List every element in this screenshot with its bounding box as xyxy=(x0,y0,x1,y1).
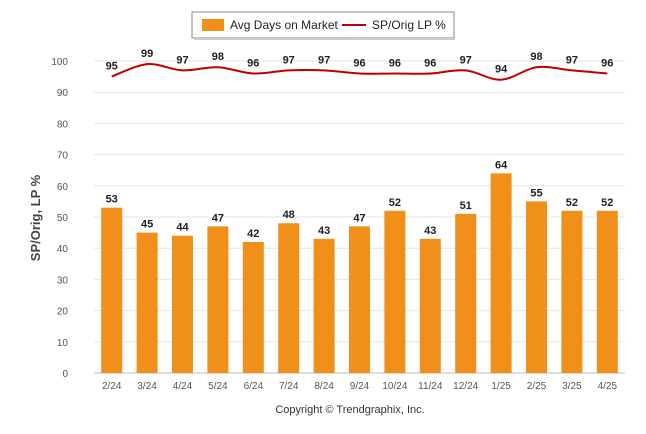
line-value-label: 98 xyxy=(212,51,224,63)
legend-swatch-bar xyxy=(202,19,224,31)
bar-value-label: 43 xyxy=(318,225,330,237)
copyright-text: Copyright © Trendgraphix, Inc. xyxy=(275,404,424,416)
y-tick-label: 0 xyxy=(62,369,68,380)
y-tick-label: 70 xyxy=(57,151,69,162)
y-tick-label: 30 xyxy=(57,275,69,286)
bar-value-label: 52 xyxy=(389,197,401,209)
y-axis-title: SP/Orig, LP % xyxy=(28,174,43,261)
x-axis-ticks: 2/24 3/24 4/24 5/24 6/24 7/24 8/24 9/24 10/24 11/… xyxy=(102,381,618,392)
bar-value-label: 45 xyxy=(141,219,153,231)
x-tick-label: 1/25 xyxy=(491,381,511,392)
x-tick-label: 7/24 xyxy=(279,381,299,392)
bar xyxy=(596,210,618,373)
x-tick-label: 4/24 xyxy=(173,381,193,392)
y-tick-label: 50 xyxy=(57,213,69,224)
bar-value-label: 64 xyxy=(495,159,508,171)
legend-label-line: SP/Orig LP % xyxy=(372,18,446,32)
x-tick-label: 2/25 xyxy=(527,381,547,392)
line-value-label: 98 xyxy=(530,51,542,63)
bar xyxy=(526,201,547,373)
y-tick-label: 10 xyxy=(57,338,69,349)
bar-value-label: 52 xyxy=(566,197,578,209)
bar xyxy=(242,241,264,373)
y-axis-ticks: 0 10 20 30 40 50 60 70 80 90 100 xyxy=(51,57,68,380)
x-tick-label: 10/24 xyxy=(382,381,407,392)
line-value-label: 94 xyxy=(495,64,508,76)
line-value-label: 95 xyxy=(106,61,118,73)
bar-value-label: 43 xyxy=(424,225,436,237)
y-tick-label: 100 xyxy=(51,57,68,68)
bar-value-label: 42 xyxy=(247,228,259,240)
bar xyxy=(136,232,158,373)
x-tick-label: 3/24 xyxy=(137,381,157,392)
y-tick-label: 90 xyxy=(57,88,69,99)
x-tick-label: 3/25 xyxy=(562,381,582,392)
bar-value-label: 47 xyxy=(353,212,365,224)
x-tick-label: 2/24 xyxy=(102,381,122,392)
x-tick-label: 6/24 xyxy=(244,381,264,392)
line-value-labels: 95 99 97 98 96 97 97 96 96 96 97 94 98 97 96 xyxy=(106,48,614,76)
x-tick-label: 11/24 xyxy=(418,381,443,392)
bar xyxy=(384,210,406,373)
bar-value-label: 47 xyxy=(212,212,224,224)
x-tick-label: 8/24 xyxy=(314,381,334,392)
bar-value-label: 53 xyxy=(106,194,118,206)
line-value-label: 96 xyxy=(424,57,436,69)
bar xyxy=(207,226,229,373)
bar xyxy=(313,238,335,373)
x-tick-label: 5/24 xyxy=(208,381,228,392)
bar-value-label: 48 xyxy=(283,209,295,221)
bar-value-label: 55 xyxy=(530,187,542,199)
y-tick-label: 40 xyxy=(57,244,69,255)
legend-label-bar: Avg Days on Market xyxy=(230,18,338,32)
bar xyxy=(349,226,370,373)
line-value-label: 96 xyxy=(353,57,365,69)
bar xyxy=(455,213,477,373)
line-value-label: 97 xyxy=(283,54,295,66)
y-tick-label: 80 xyxy=(57,119,69,130)
line-value-label: 97 xyxy=(318,54,330,66)
bar-series xyxy=(101,173,618,373)
bar xyxy=(490,173,512,373)
bar xyxy=(419,238,441,373)
legend-box xyxy=(191,11,455,39)
line-value-label: 96 xyxy=(389,57,401,69)
line-series xyxy=(111,63,608,81)
x-tick-label: 4/25 xyxy=(598,381,618,392)
bar-value-label: 44 xyxy=(176,222,189,234)
line-value-label: 96 xyxy=(247,57,259,69)
line-value-label: 99 xyxy=(141,48,153,60)
line-value-label: 97 xyxy=(176,54,188,66)
x-tick-label: 12/24 xyxy=(453,381,478,392)
line-value-label: 97 xyxy=(566,54,578,66)
y-tick-label: 20 xyxy=(57,307,69,318)
bar xyxy=(278,223,300,373)
bar xyxy=(172,235,193,373)
bar xyxy=(101,207,123,373)
bar xyxy=(561,210,583,373)
line-path xyxy=(111,63,608,81)
y-tick-label: 60 xyxy=(57,182,69,193)
line-value-label: 96 xyxy=(601,57,613,69)
bar-value-label: 51 xyxy=(460,200,472,212)
bar-value-labels: 53 45 44 47 42 48 43 47 52 43 51 64 55 52 52 xyxy=(106,159,614,240)
x-tick-label: 9/24 xyxy=(350,381,370,392)
line-value-label: 97 xyxy=(460,54,472,66)
bar-value-label: 52 xyxy=(601,197,613,209)
legend: Avg Days on Market SP/Orig LP % xyxy=(191,11,455,40)
